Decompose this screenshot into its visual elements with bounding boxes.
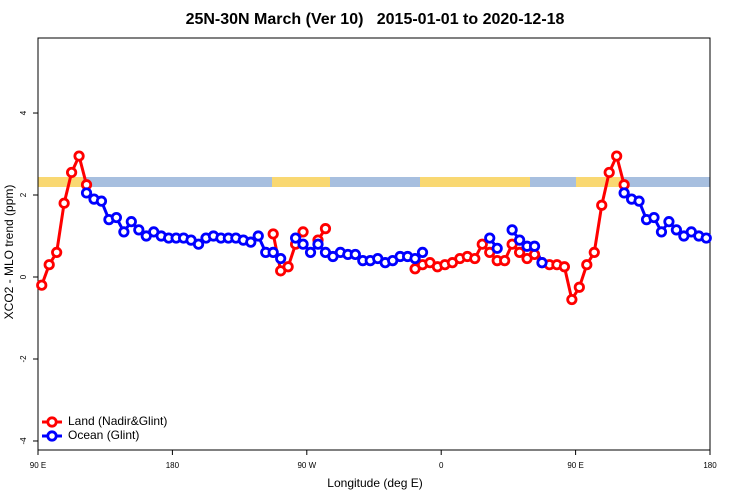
x-tick-label: 180 (166, 461, 180, 470)
data-point (118, 226, 130, 238)
legend: Land (Nadir&Glint)Ocean (Glint) (42, 414, 167, 442)
data-point (80, 187, 93, 199)
x-tick-label: 90 E (30, 461, 46, 470)
data-point (192, 238, 205, 250)
data-point (43, 259, 55, 271)
y-tick-label: -2 (19, 355, 28, 363)
data-point (700, 232, 712, 244)
data-point (588, 246, 600, 259)
data-point (73, 150, 85, 162)
y-tick-label: 2 (19, 192, 28, 197)
x-tick-label: 90 E (567, 461, 583, 470)
land-band (272, 177, 330, 187)
data-point (566, 293, 578, 306)
data-point (125, 216, 137, 228)
data-point (133, 224, 145, 236)
x-tick-label: 0 (439, 461, 444, 470)
data-point (267, 228, 279, 240)
data-point (110, 211, 123, 224)
land-band (38, 177, 83, 187)
data-point (476, 238, 488, 250)
data-point (349, 248, 361, 261)
data-point (603, 166, 615, 179)
x-tick-label: 90 W (297, 461, 316, 470)
data-point (267, 246, 279, 259)
data-point (297, 226, 309, 238)
data-point (506, 224, 518, 236)
data-point (484, 232, 496, 244)
series-line (85, 191, 707, 265)
data-point (58, 197, 70, 209)
data-point (469, 252, 481, 265)
data-point (528, 240, 541, 252)
legend-marker (46, 416, 58, 428)
y-tick-label: -4 (19, 437, 28, 445)
data-point (416, 246, 429, 259)
data-point (513, 246, 526, 259)
data-point (275, 252, 287, 265)
data-point (491, 242, 503, 254)
data-point (573, 281, 585, 293)
data-point (558, 261, 571, 273)
data-point (252, 230, 264, 242)
plot-frame (37, 37, 711, 451)
data-point (66, 166, 78, 179)
chart-title: 25N-30N March (Ver 10) 2015-01-01 to 202… (186, 11, 565, 28)
data-point (618, 187, 630, 199)
data-point (312, 238, 324, 250)
data-point (611, 150, 623, 162)
data-point (289, 232, 302, 244)
data-point (648, 211, 660, 224)
data-point (245, 236, 257, 248)
legend-label: Ocean (Glint) (68, 428, 139, 442)
x-tick-label: 180 (703, 461, 717, 470)
land-band (576, 177, 621, 187)
data-point (36, 279, 48, 291)
data-point (536, 257, 548, 269)
y-tick-label: 4 (19, 110, 28, 115)
data-point (95, 195, 108, 207)
data-point (513, 234, 526, 246)
x-axis-label: Longitude (deg E) (327, 476, 422, 490)
data-point (670, 224, 683, 236)
legend-label: Land (Nadir&Glint) (68, 414, 167, 428)
data-point (633, 195, 645, 207)
data-point (409, 252, 421, 265)
surface-band (38, 177, 710, 187)
data-point (304, 246, 317, 259)
y-axis-label: XCO2 - MLO trend (ppm) (2, 185, 16, 320)
data-point (499, 255, 511, 267)
data-point (596, 199, 608, 211)
data-point (655, 226, 668, 238)
data-point (282, 261, 294, 273)
y-tick-label: 0 (19, 274, 28, 279)
data-point (319, 223, 332, 235)
legend-marker (46, 430, 58, 442)
ocean-band (38, 177, 710, 187)
data-point (581, 259, 593, 271)
land-band (420, 177, 530, 187)
data-point (663, 216, 675, 228)
data-point (51, 246, 63, 259)
data-point (297, 238, 309, 250)
